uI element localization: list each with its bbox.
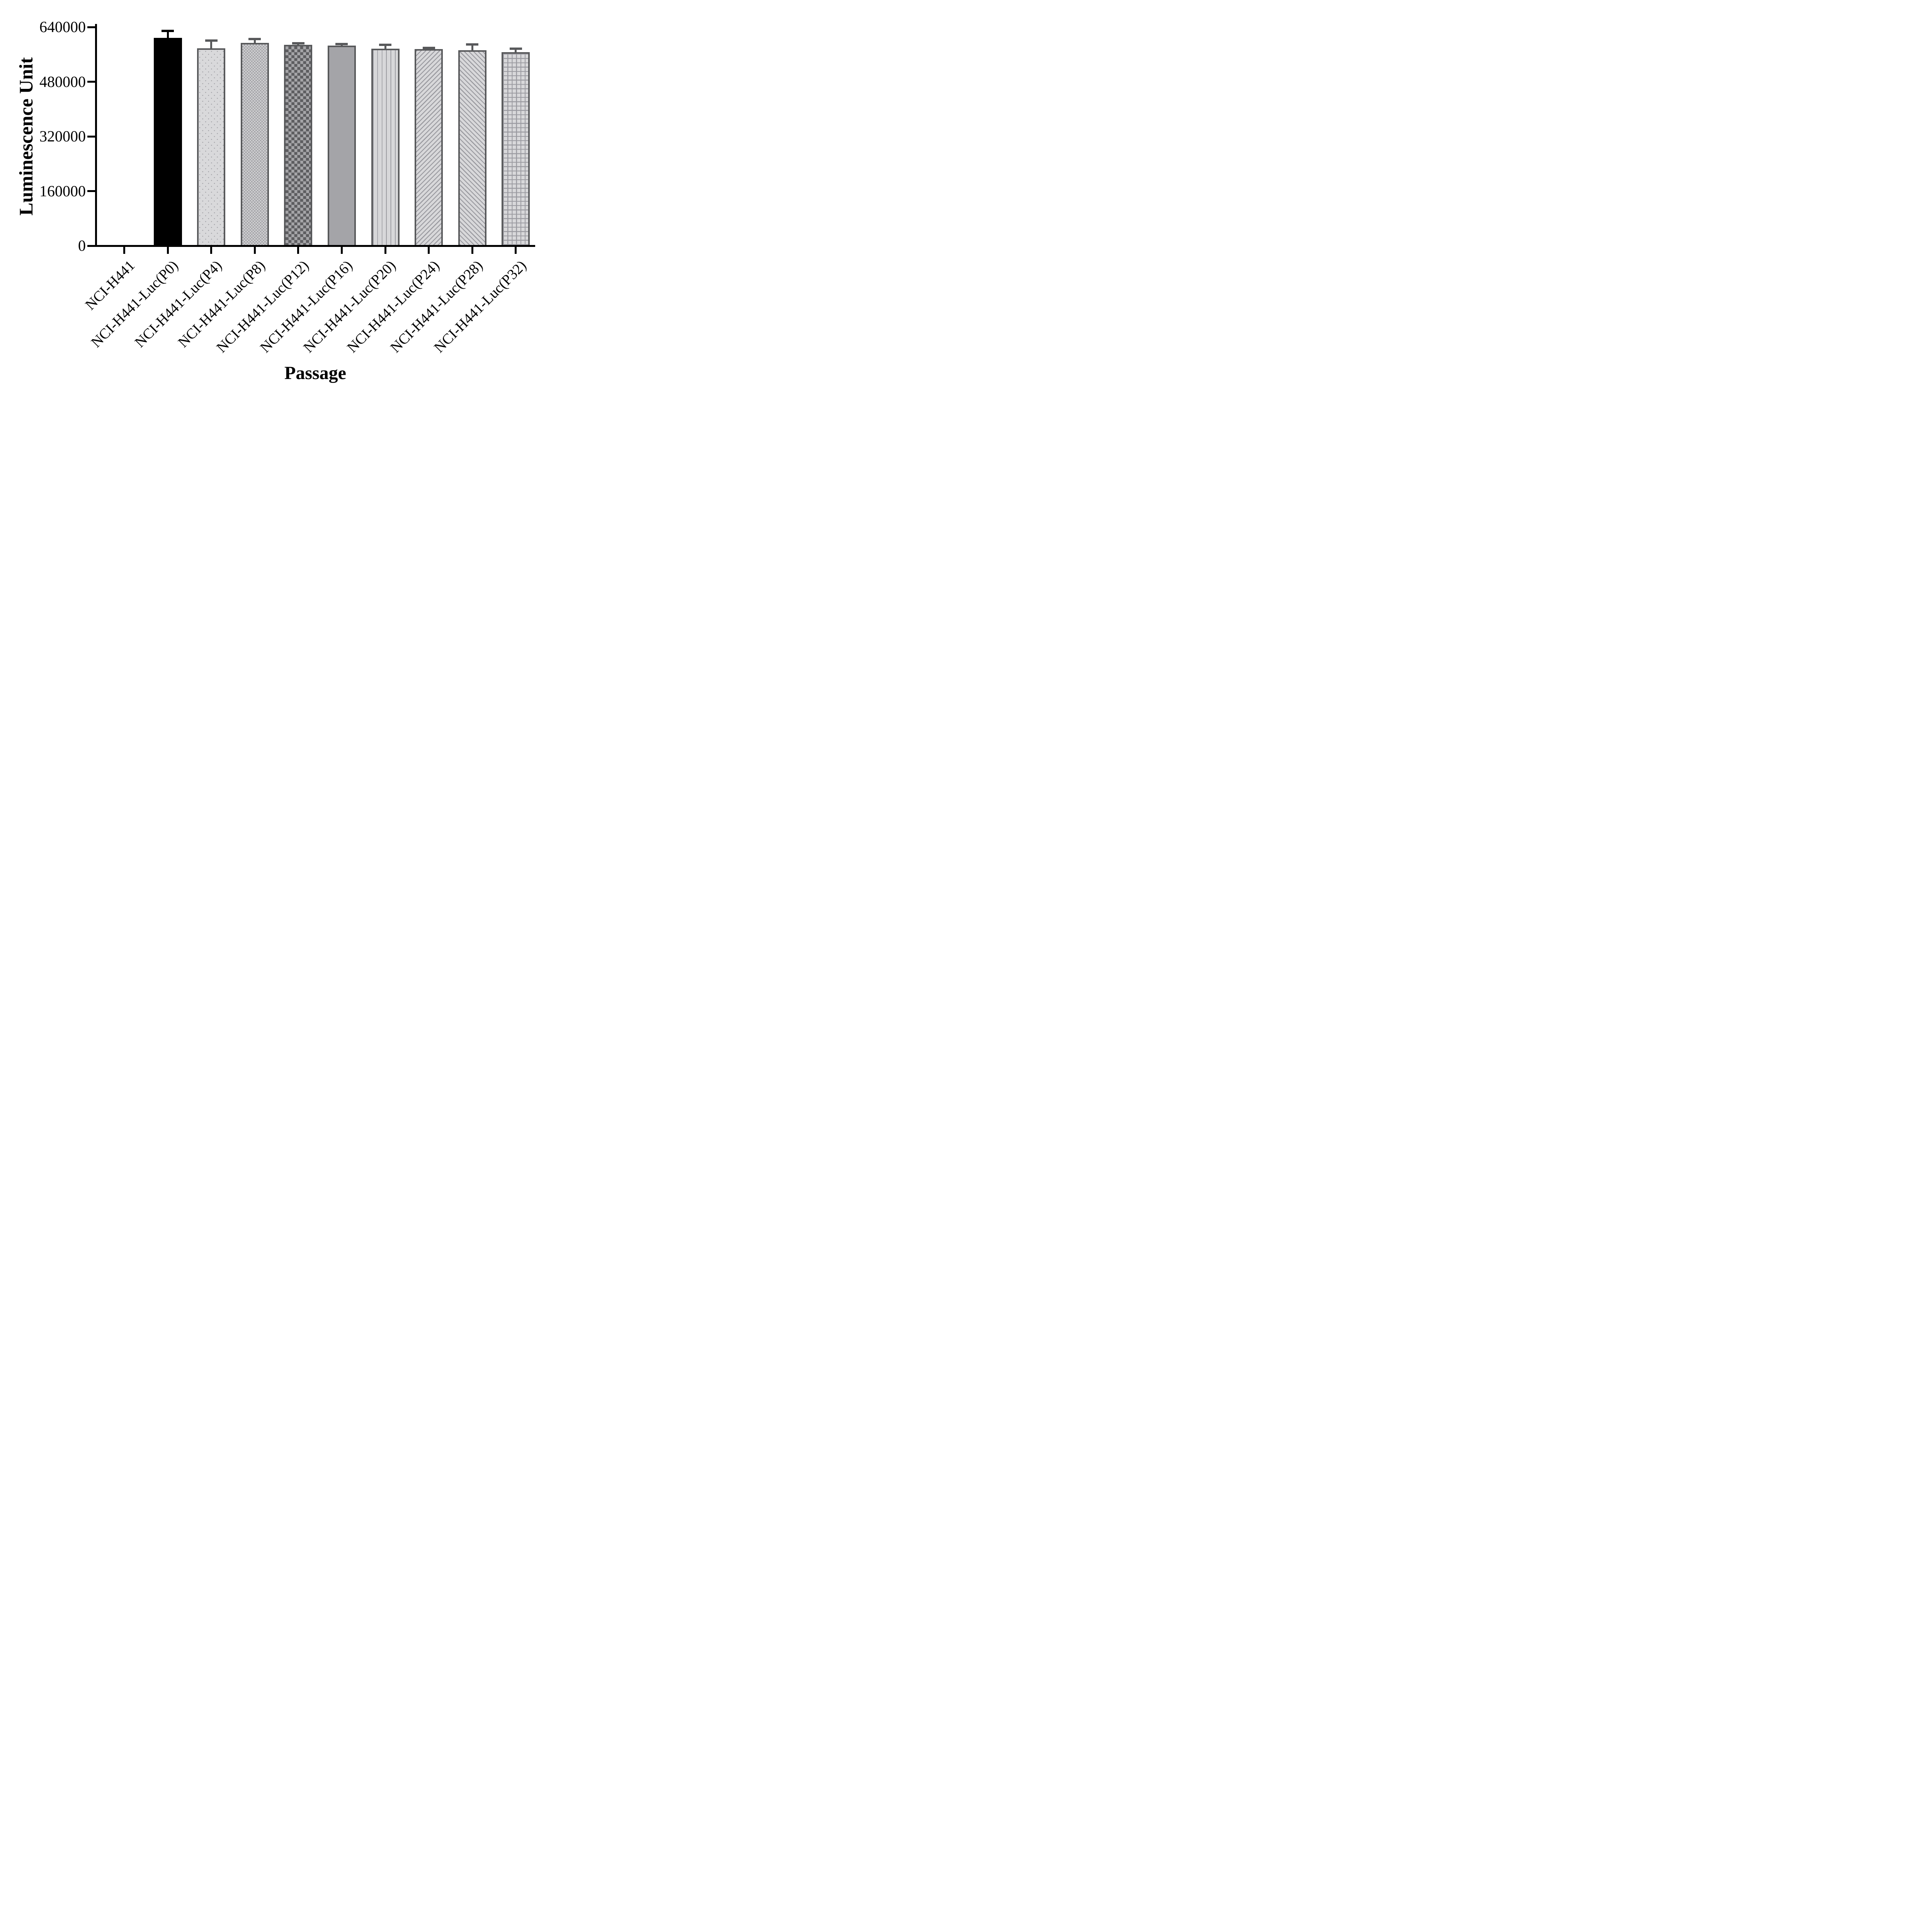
x-tick: [167, 247, 169, 254]
x-axis-line: [95, 245, 535, 247]
x-tick: [297, 247, 299, 254]
error-bar-stem: [253, 39, 256, 45]
error-bar-cap: [335, 43, 348, 46]
y-tick: [87, 81, 95, 83]
x-axis-title: Passage: [284, 363, 346, 383]
x-tick: [210, 247, 213, 254]
bar-NCI-H441-Luc(P12): [284, 44, 313, 247]
y-tick-label: 480000: [39, 73, 86, 90]
y-tick-label: 0: [78, 237, 86, 254]
error-bar-cap: [162, 29, 174, 32]
bar-NCI-H441-Luc(P24): [415, 49, 443, 247]
error-bar-stem: [515, 48, 517, 55]
y-tick: [87, 135, 95, 138]
error-bar-cap: [509, 47, 522, 50]
error-bar-stem: [210, 41, 213, 51]
x-tick: [471, 247, 473, 254]
bar-NCI-H441-Luc(P0): [153, 38, 182, 247]
bar-NCI-H441-Luc(P32): [502, 52, 530, 247]
error-bar-stem: [167, 31, 169, 41]
x-tick: [515, 247, 517, 254]
error-bar-stem: [471, 44, 473, 53]
x-tick: [123, 247, 125, 254]
x-tick: [253, 247, 256, 254]
error-bar-cap: [422, 47, 435, 49]
bar-NCI-H441-Luc(P28): [458, 50, 486, 247]
y-tick-label: 160000: [39, 182, 86, 200]
y-tick-label: 640000: [39, 18, 86, 36]
x-tick: [428, 247, 430, 254]
y-tick: [87, 190, 95, 192]
bar-NCI-H441-Luc(P4): [197, 48, 226, 247]
chart-canvas: Luminescence Unit Passage 640000 480000 32…: [0, 0, 566, 398]
bar-NCI-H441-Luc(P20): [371, 48, 400, 247]
y-tick-label: 320000: [39, 128, 86, 145]
x-tick: [384, 247, 386, 254]
error-bar-cap: [379, 43, 391, 46]
error-bar-cap: [248, 37, 261, 40]
error-bar-cap: [466, 43, 479, 46]
x-tick: [340, 247, 343, 254]
error-bar-cap: [292, 42, 304, 44]
error-bar-cap: [205, 39, 218, 42]
bar-NCI-H441-Luc(P8): [240, 43, 269, 247]
error-bar-stem: [384, 44, 386, 51]
bar-NCI-H441-Luc(P16): [327, 45, 356, 247]
y-tick: [87, 26, 95, 28]
y-axis-line: [95, 24, 97, 247]
y-tick: [87, 245, 95, 247]
